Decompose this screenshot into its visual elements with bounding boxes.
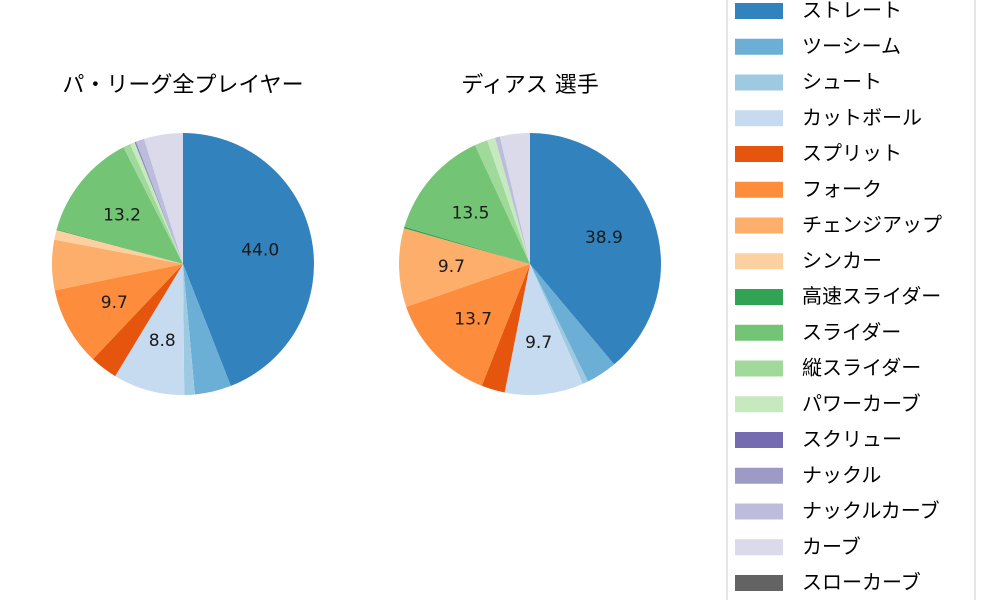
legend-label: スローカーブ bbox=[802, 570, 921, 594]
legend-entry: ツーシーム bbox=[735, 34, 901, 58]
pie-slice bbox=[183, 264, 195, 395]
pie-slice bbox=[54, 264, 183, 360]
pies-layer: パ・リーグ全プレイヤー 44.0 8.8 9.7 13.2 ディアス 選手 38.9 9.7 1… bbox=[52, 73, 662, 395]
pie-chart-2: ディアス 選手 38.9 9.7 13.7 9.7 13.5 bbox=[398, 73, 662, 395]
legend-label: シュート bbox=[802, 70, 882, 94]
legend-label: スプリット bbox=[802, 141, 902, 165]
slice-value-label: 13.2 bbox=[103, 205, 141, 225]
pie-slice bbox=[398, 228, 530, 307]
legend-swatch bbox=[735, 289, 783, 305]
legend-label: 高速スライダー bbox=[802, 284, 941, 308]
legend-entry: スクリュー bbox=[735, 427, 902, 451]
pie-slice bbox=[134, 141, 183, 264]
legend-label: ナックルカーブ bbox=[802, 499, 940, 523]
legend-swatch bbox=[735, 432, 783, 448]
legend-swatch bbox=[735, 360, 783, 377]
slice-value-label: 13.7 bbox=[454, 309, 492, 329]
pie-slice bbox=[56, 229, 183, 264]
pie-slice bbox=[144, 133, 183, 264]
pie-slice bbox=[530, 133, 662, 365]
pie-slice bbox=[183, 264, 231, 395]
legend-entry: シュート bbox=[735, 70, 882, 94]
legend-label: ストレート bbox=[802, 0, 902, 22]
legend-entry: スローカーブ bbox=[735, 570, 921, 594]
legend-label: シンカー bbox=[802, 248, 882, 272]
legend-entry: 高速スライダー bbox=[735, 284, 941, 308]
pie-title: パ・リーグ全プレイヤー bbox=[62, 73, 303, 98]
pie-slice bbox=[487, 137, 530, 264]
legend-label: スライダー bbox=[802, 320, 901, 344]
legend-entry: ナックルカーブ bbox=[735, 499, 940, 523]
legend: ストレートツーシームシュートカットボールスプリットフォークチェンジアップシンカー… bbox=[726, 0, 976, 604]
pie-slice bbox=[404, 145, 530, 264]
legend-label: カーブ bbox=[802, 534, 861, 558]
pie-title: ディアス 選手 bbox=[461, 73, 598, 98]
legend-entry: チェンジアップ bbox=[735, 213, 942, 237]
legend-entry: フォーク bbox=[735, 177, 882, 201]
pie-slice bbox=[183, 133, 314, 386]
legend-swatch bbox=[735, 74, 783, 91]
pie-slice bbox=[403, 226, 530, 264]
pie-slice bbox=[92, 264, 183, 377]
legend-entry: スプリット bbox=[735, 141, 902, 165]
slice-value-label: 9.7 bbox=[438, 257, 465, 277]
legend-swatch bbox=[735, 38, 783, 55]
pie-slice bbox=[136, 138, 183, 264]
slice-value-label: 8.8 bbox=[149, 331, 176, 351]
legend-label: ツーシーム bbox=[802, 34, 901, 58]
legend-label: 縦スライダー bbox=[802, 356, 921, 380]
pie-slice bbox=[406, 264, 530, 386]
pie-slice bbox=[499, 133, 530, 264]
slice-value-label: 13.5 bbox=[452, 204, 490, 224]
slice-value-label: 9.7 bbox=[101, 293, 128, 313]
pie-slice bbox=[474, 140, 530, 264]
pie-slice bbox=[52, 239, 184, 291]
legend-entry: カーブ bbox=[735, 534, 861, 558]
legend-entry: ナックル bbox=[735, 463, 881, 487]
legend-entry: カットボール bbox=[735, 105, 922, 129]
pie-slice bbox=[135, 141, 183, 264]
legend-label: フォーク bbox=[802, 177, 882, 201]
legend-swatch bbox=[735, 539, 783, 556]
legend-label: スクリュー bbox=[802, 427, 902, 451]
legend-label: パワーカーブ bbox=[802, 391, 921, 415]
legend-swatch bbox=[735, 396, 783, 413]
pie-slice bbox=[481, 264, 530, 393]
pie-slice bbox=[115, 264, 185, 395]
pie-slice bbox=[530, 264, 615, 382]
legend-swatch bbox=[735, 217, 783, 234]
legend-entry: シンカー bbox=[735, 248, 882, 272]
pie-slice bbox=[56, 147, 183, 264]
legend-entry: 縦スライダー bbox=[735, 356, 921, 380]
pie-slice bbox=[530, 264, 588, 384]
pie-slice bbox=[54, 230, 183, 264]
slice-value-label: 9.7 bbox=[525, 333, 552, 353]
slice-value-label: 38.9 bbox=[585, 228, 623, 248]
legend-swatch bbox=[735, 253, 783, 270]
legend-swatch bbox=[735, 324, 783, 341]
legend-frame bbox=[726, 0, 976, 604]
legend-swatch bbox=[735, 181, 783, 198]
legend-swatch bbox=[735, 575, 783, 591]
pie-slice bbox=[495, 136, 530, 264]
pie-slice bbox=[504, 264, 583, 395]
pie-slice bbox=[123, 144, 183, 264]
legend-swatch bbox=[735, 3, 783, 19]
pie-slice bbox=[130, 142, 183, 264]
legend-swatch bbox=[735, 110, 783, 127]
legend-swatch bbox=[735, 146, 783, 162]
slice-value-label: 44.0 bbox=[241, 240, 279, 260]
legend-label: カットボール bbox=[802, 105, 922, 129]
legend-label: チェンジアップ bbox=[802, 213, 942, 237]
legend-entry: パワーカーブ bbox=[735, 391, 921, 415]
pie-chart-1: パ・リーグ全プレイヤー 44.0 8.8 9.7 13.2 bbox=[52, 73, 314, 395]
legend-entry: ストレート bbox=[735, 0, 902, 22]
legend-entry: スライダー bbox=[735, 320, 901, 344]
legend-swatch bbox=[735, 467, 783, 484]
legend-swatch bbox=[735, 503, 783, 520]
legend-label: ナックル bbox=[802, 463, 881, 487]
